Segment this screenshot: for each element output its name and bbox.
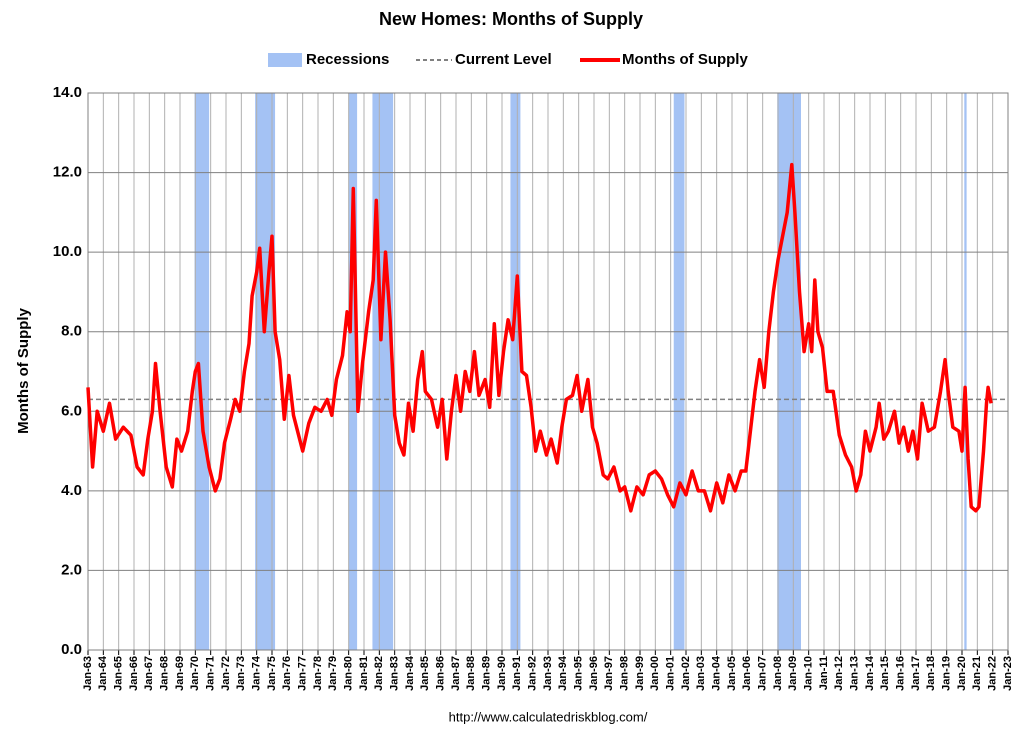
x-tick-label: Jan-18 (925, 656, 937, 691)
x-tick-label: Jan-88 (465, 656, 477, 691)
x-tick-label: Jan-10 (803, 656, 815, 691)
x-tick-label: Jan-05 (726, 656, 738, 691)
x-tick-label: Jan-85 (419, 656, 431, 691)
x-tick-label: Jan-73 (235, 656, 247, 691)
x-tick-label: Jan-71 (205, 656, 217, 691)
x-tick-label: Jan-16 (895, 656, 907, 691)
legend-label: Current Level (455, 51, 552, 68)
x-tick-label: Jan-08 (772, 656, 784, 691)
y-tick-label: 14.0 (53, 84, 82, 101)
x-tick-label: Jan-69 (174, 656, 186, 691)
x-tick-label: Jan-99 (634, 656, 646, 691)
x-tick-label: Jan-76 (281, 656, 293, 691)
x-tick-label: Jan-91 (511, 656, 523, 691)
x-tick-label: Jan-84 (404, 655, 416, 691)
x-tick-label: Jan-78 (312, 656, 324, 691)
y-axis-label: Months of Supply (15, 307, 32, 433)
x-tick-label: Jan-03 (695, 656, 707, 691)
x-tick-label: Jan-94 (557, 655, 569, 691)
x-tick-label: Jan-06 (741, 656, 753, 691)
x-tick-label: Jan-23 (1002, 656, 1014, 691)
y-tick-label: 2.0 (61, 561, 82, 578)
x-tick-label: Jan-68 (159, 656, 171, 691)
x-tick-label: Jan-00 (649, 656, 661, 691)
x-tick-label: Jan-04 (711, 655, 723, 691)
recession-band (964, 93, 967, 650)
x-tick-label: Jan-80 (343, 656, 355, 691)
x-tick-label: Jan-83 (389, 656, 401, 691)
x-tick-label: Jan-66 (128, 656, 140, 691)
x-tick-label: Jan-07 (757, 656, 769, 691)
x-tick-label: Jan-72 (220, 656, 232, 691)
legend-label: Recessions (306, 51, 389, 68)
x-tick-label: Jan-96 (588, 656, 600, 691)
x-tick-label: Jan-09 (787, 656, 799, 691)
y-tick-label: 4.0 (61, 482, 82, 499)
x-tick-label: Jan-63 (82, 656, 94, 691)
x-tick-label: Jan-77 (297, 656, 309, 691)
x-tick-label: Jan-01 (665, 656, 677, 691)
y-tick-label: 10.0 (53, 243, 82, 260)
x-tick-label: Jan-82 (373, 656, 385, 691)
y-tick-label: 0.0 (61, 641, 82, 658)
y-tick-label: 6.0 (61, 402, 82, 419)
x-tick-label: Jan-74 (251, 655, 263, 691)
x-tick-label: Jan-81 (358, 656, 370, 691)
legend: Recessions Current Level Months of Suppl… (268, 51, 748, 68)
recession-band (348, 93, 358, 650)
recession-band (510, 93, 521, 650)
x-tick-label: Jan-97 (603, 656, 615, 691)
x-tick-label: Jan-79 (327, 656, 339, 691)
legend-label: Months of Supply (622, 51, 748, 68)
x-tick-label: Jan-93 (542, 656, 554, 691)
x-tick-label: Jan-65 (113, 656, 125, 691)
x-tick-label: Jan-19 (941, 656, 953, 691)
x-tick-label: Jan-89 (481, 656, 493, 691)
source: http://www.calculatedriskblog.com/ (449, 709, 648, 724)
series-line (86, 162, 993, 513)
x-tick-label: Jan-20 (956, 656, 968, 691)
recession-band (255, 93, 276, 650)
x-tick-label: Jan-90 (496, 656, 508, 691)
x-tick-label: Jan-13 (849, 656, 861, 691)
x-tick-label: Jan-75 (266, 656, 278, 691)
x-tick-label: Jan-21 (971, 656, 983, 691)
x-tick-label: Jan-15 (879, 656, 891, 691)
x-tick-label: Jan-86 (435, 656, 447, 691)
x-tick-label: Jan-12 (833, 656, 845, 691)
x-tick-label: Jan-87 (450, 656, 462, 691)
x-tick-label: Jan-70 (189, 656, 201, 691)
x-tick-label: Jan-67 (143, 656, 155, 691)
y-tick-label: 8.0 (61, 323, 82, 340)
chart-title: New Homes: Months of Supply (379, 9, 643, 29)
x-tick-label: Jan-17 (910, 656, 922, 691)
x-tick-label: Jan-02 (680, 656, 692, 691)
plot-border (87, 92, 1009, 651)
recession-band (194, 93, 210, 650)
x-tick-label: Jan-95 (573, 656, 585, 691)
x-tick-label: Jan-98 (619, 656, 631, 691)
x-tick-label: Jan-64 (97, 655, 109, 691)
x-tick-label: Jan-14 (864, 655, 876, 691)
x-tick-label: Jan-22 (987, 656, 999, 691)
recession-band (673, 93, 685, 650)
y-tick-label: 12.0 (53, 164, 82, 181)
legend-swatch-recessions (268, 53, 302, 67)
x-tick-label: Jan-92 (527, 656, 539, 691)
recession-band (372, 93, 394, 650)
x-tick-label: Jan-11 (818, 656, 830, 690)
